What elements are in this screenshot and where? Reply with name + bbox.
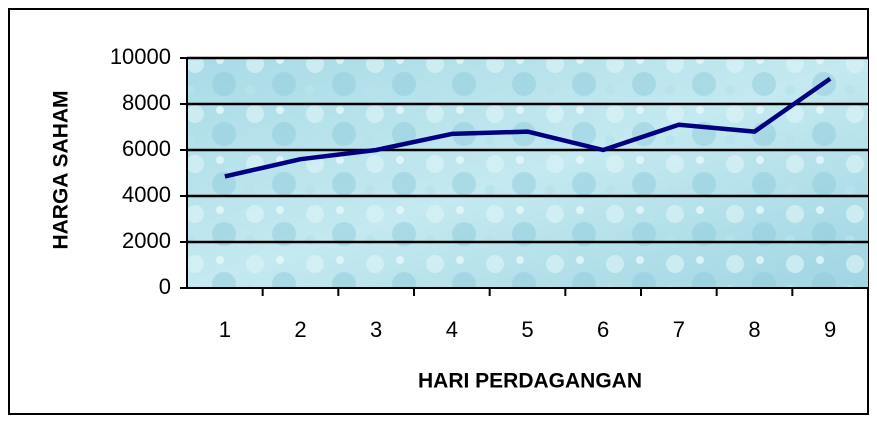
x-tick-label: 9 [824,317,836,342]
y-tick-label: 2000 [122,228,171,253]
plot-texture [187,58,868,288]
x-tick-label: 1 [219,317,231,342]
x-tick-label: 8 [748,317,760,342]
y-tick-label: 4000 [122,182,171,207]
x-tick-label: 3 [370,317,382,342]
x-tick-label: 5 [521,317,533,342]
x-axis-title: HARI PERDAGANGAN [418,370,642,393]
x-tick-label: 7 [673,317,685,342]
y-tick-label: 0 [159,274,171,299]
y-tick-label: 6000 [122,136,171,161]
y-tick-label: 10000 [110,44,171,69]
x-tick-label: 6 [597,317,609,342]
x-tick-label: 2 [294,317,306,342]
x-tick-label: 4 [446,317,458,342]
y-axis-title: HARGA SAHAM [50,90,73,249]
y-tick-label: 8000 [122,90,171,115]
line-series [224,76,832,179]
